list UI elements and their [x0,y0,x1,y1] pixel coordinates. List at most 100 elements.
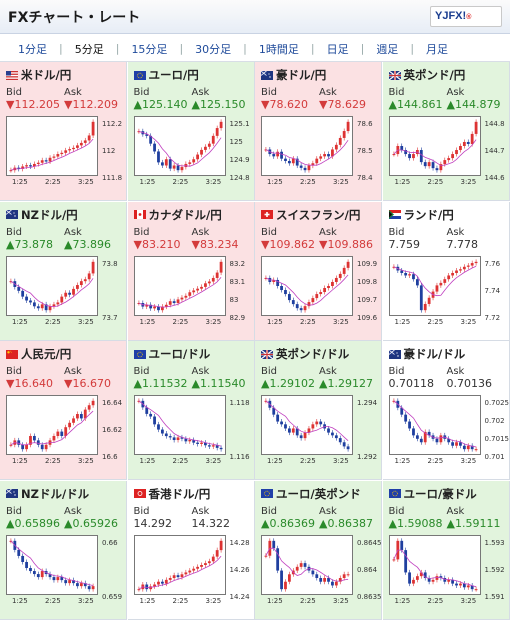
candle-body [446,158,450,161]
rate-cell[interactable]: 英ポンド/円 Bid Ask ▲144.861 ▲144.879 144.8 144.7 14… [382,62,510,201]
mini-chart[interactable] [6,255,98,316]
candle-body [276,151,280,157]
mini-chart[interactable] [133,255,226,316]
candle-body [29,165,32,167]
rate-cell[interactable]: 英ポンド/ドル Bid Ask ▲1.29102 ▲1.29127 1.294 1.292 1… [255,341,382,480]
mini-chart[interactable] [388,534,481,595]
candle-body [25,444,28,450]
currency-pair-title[interactable]: NZドル/ドル [6,486,89,502]
currency-pair-title[interactable]: NZドル/円 [6,207,78,223]
rate-cell[interactable]: ユーロ/円 Bid Ask ▲125.140 ▲125.150 125.1 125 124.9… [127,62,255,201]
candle-body [303,305,307,310]
currency-pair-title[interactable]: 香港ドル/円 [133,486,210,502]
mini-chart[interactable] [388,255,481,316]
ask-value: ▲144.879 [446,98,501,111]
currency-pair-title[interactable]: カナダドル/円 [133,207,222,223]
candle-body [435,575,438,580]
currency-pair-title[interactable]: ユーロ/豪ドル [388,486,477,502]
mini-chart[interactable] [6,395,98,455]
mini-chart[interactable] [133,534,226,595]
candle-body [219,261,222,273]
mini-chart[interactable] [6,116,98,176]
tab-5[interactable]: 日足 [326,42,349,56]
rate-cell[interactable]: スイスフラン/円 Bid Ask ▼109.862 ▼109.886 109.9 109.8… [255,201,382,341]
currency-pair-title[interactable]: 豪ドル/ドル [388,346,465,362]
rate-cell[interactable]: NZドル/ドル Bid Ask ▲0.65896 ▲0.65926 0.66 0.659 1:… [0,480,127,620]
candle-body [272,540,276,548]
candle-body [187,291,191,296]
currency-pair-title[interactable]: 人民元/円 [6,346,71,362]
candle-body [291,299,295,304]
currency-pair-title[interactable]: 英ポンド/ドル [261,346,349,362]
candle-body [454,270,458,273]
candles-svg [392,537,477,592]
rate-cell[interactable]: 人民元/円 Bid Ask ▼16.640 ▼16.670 16.64 16.62 16.6 1… [0,341,127,480]
rate-cell[interactable]: ユーロ/ドル Bid Ask ▲1.11532 ▲1.11540 1.118 1.116 1:… [127,341,255,480]
rate-cell[interactable]: ランド/円 Bid Ask 7.759 7.778 7.76 7.74 7.72 1:25 2:2… [382,201,510,341]
candle-body [64,427,68,436]
mini-chart[interactable] [133,395,226,455]
ask-label: Ask [319,87,337,98]
candle-body [199,149,203,155]
mini-chart[interactable] [261,534,353,595]
candle-body [195,566,199,569]
y-tick-label: 0.8635 [357,592,382,601]
ask-value: ▲0.65926 [64,516,118,530]
candle-body [458,146,462,151]
currency-pair-title[interactable]: 米ドル/円 [6,67,71,83]
rate-cell[interactable]: NZドル/円 Bid Ask ▲73.878 ▲73.896 73.8 73.7 1:25 2:… [0,201,127,341]
candle-body [319,421,323,425]
bid-label: Bid [6,366,22,377]
currency-pair-title[interactable]: ユーロ/円 [133,67,199,83]
currency-pair-name: NZドル/円 [21,207,78,222]
candle-body [144,584,148,589]
bid-label: Bid [6,87,22,98]
tab-4[interactable]: 1時間足 [258,42,299,56]
candle-body [299,165,303,168]
y-tick-label: 0.7025 [484,399,510,407]
candle-body [187,162,191,164]
rate-cell[interactable]: 豪ドル/ドル Bid Ask 0.70118 0.70136 0.7025 0.702 0.7… [382,341,510,480]
mini-chart[interactable] [261,255,353,316]
candle-body [203,146,207,150]
candle-body [52,303,56,306]
x-tick-label: 1:25 [12,178,28,186]
candle-body [474,261,477,263]
currency-pair-title[interactable]: スイスフラン/円 [261,207,360,223]
candle-body [338,438,342,443]
mini-chart[interactable] [6,534,98,595]
currency-pair-title[interactable]: ユーロ/英ポンド [261,486,361,502]
rate-cell[interactable]: ユーロ/英ポンド Bid Ask ▲0.86369 ▲0.86387 0.8645 0.86… [255,480,382,620]
tab-7[interactable]: 月足 [426,42,449,56]
mini-chart[interactable] [388,116,481,176]
mini-chart[interactable] [261,395,353,455]
candle-body [72,418,75,423]
mini-chart[interactable] [261,116,353,176]
candle-body [195,442,199,444]
tab-2[interactable]: 15分足 [131,42,168,56]
tab-3[interactable]: 30分足 [195,42,232,56]
candle-body [52,156,56,158]
candle-body [148,135,152,144]
candle-body [219,540,222,550]
mini-chart[interactable] [388,395,481,455]
rate-cell[interactable]: 米ドル/円 Bid Ask ▼112.205 ▼112.209 112.2 112 111.8… [0,62,127,201]
currency-pair-title[interactable]: ユーロ/ドル [133,346,210,362]
currency-pair-title[interactable]: 英ポンド/円 [388,67,465,83]
rate-cell[interactable]: ユーロ/豪ドル Bid Ask ▲1.59088 ▲1.59111 1.593 1.592 1… [382,480,510,620]
rate-cell[interactable]: カナダドル/円 Bid Ask ▼83.210 ▼83.234 83.2 83.1 83 82.… [127,201,255,341]
candle-body [276,414,280,422]
candle-body [29,435,32,445]
tab-6[interactable]: 週足 [376,42,399,56]
tab-0[interactable]: 1分足 [18,42,47,56]
mini-chart[interactable] [133,116,226,176]
currency-pair-title[interactable]: ランド/円 [388,207,454,223]
candle-body [180,437,183,439]
rate-cell[interactable]: 豪ドル/円 Bid Ask ▼78.620 ▼78.629 78.6 78.5 78.4 1:2… [255,62,382,201]
brand-logo[interactable]: YJFX!® [430,6,502,27]
tab-1[interactable]: 5分足 [74,42,104,56]
rate-cell[interactable]: 香港ドル/円 Bid Ask 14.292 14.322 14.28 14.26 14.24 1… [127,480,255,620]
candle-body [83,409,87,419]
currency-pair-title[interactable]: 豪ドル/円 [261,67,326,83]
y-tick-label: 1.591 [484,592,505,601]
